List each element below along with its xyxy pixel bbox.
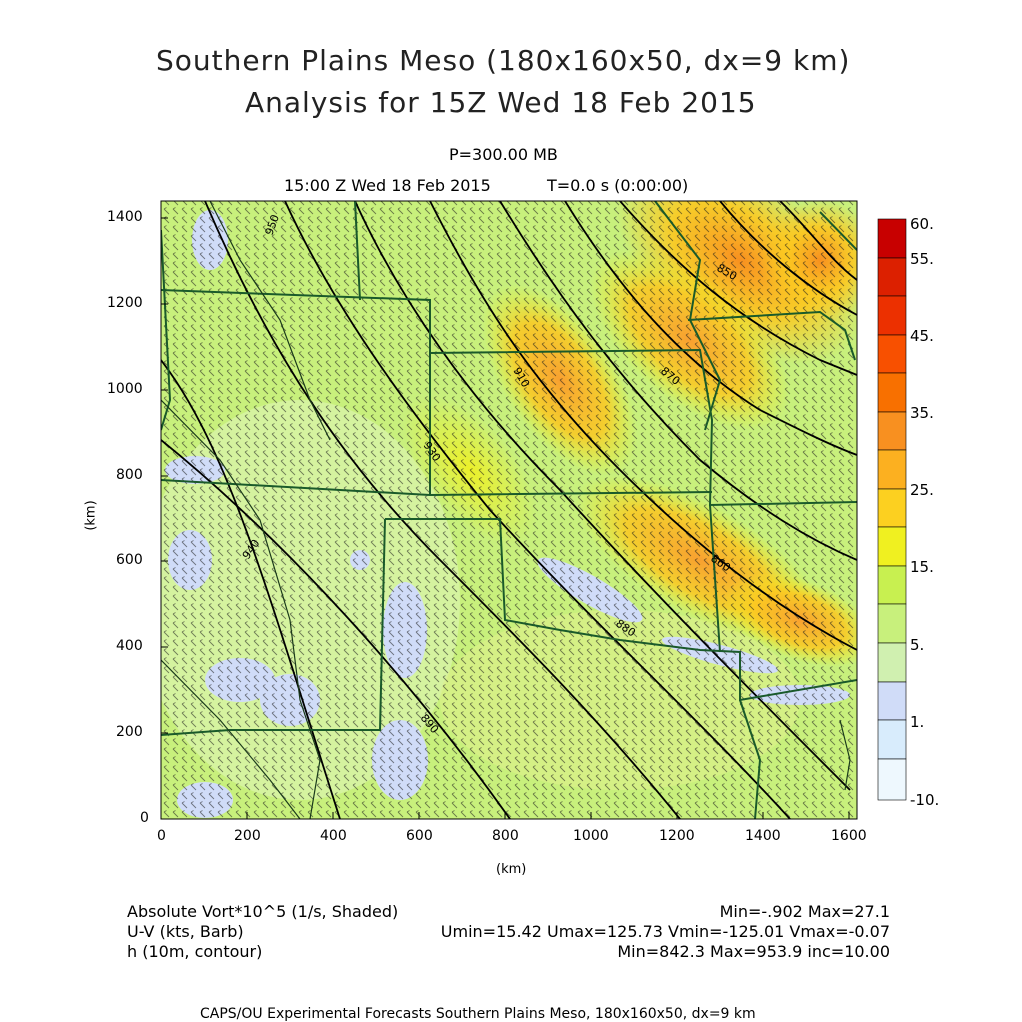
wind-barbs [161, 201, 857, 819]
field-stats-height: Min=842.3 Max=953.9 inc=10.00 [617, 942, 890, 961]
colorbar-label: 1. [910, 713, 925, 731]
x-tick-label: 400 [320, 828, 347, 844]
title-line-1: Southern Plains Meso (180x160x50, dx=9 k… [156, 44, 851, 77]
y-tick-label: 600 [116, 552, 143, 568]
y-tick-label: 200 [116, 724, 143, 740]
colorbar-label: 5. [910, 636, 925, 654]
x-tick-label: 0 [157, 828, 166, 844]
field-name-vorticity: Absolute Vort*10^5 (1/s, Shaded) [127, 902, 399, 921]
footer-credit: CAPS/OU Experimental Forecasts Southern … [200, 1006, 756, 1022]
x-tick-label: 600 [406, 828, 433, 844]
field-name-height: h (10m, contour) [127, 942, 263, 961]
colorbar-label: -10. [910, 791, 940, 809]
colorbar-label: 55. [910, 250, 934, 268]
x-tick-label: 200 [234, 828, 261, 844]
x-axis-label: (km) [496, 862, 527, 877]
colorbar [877, 218, 907, 801]
y-axis-label: (km) [83, 500, 99, 531]
y-tick-label: 400 [116, 638, 143, 654]
y-tick-label: 800 [116, 467, 143, 483]
pressure-level: P=300.00 MB [449, 145, 558, 164]
field-stats-vorticity: Min=-.902 Max=27.1 [719, 902, 890, 921]
state-borders [161, 201, 857, 819]
colorbar-label: 25. [910, 481, 934, 499]
y-tick-label: 0 [140, 810, 149, 826]
plot-frame [160, 200, 858, 820]
country-coast-lines [161, 201, 851, 819]
y-tick-label: 1200 [107, 295, 143, 311]
x-tick-label: 1000 [573, 828, 609, 844]
y-tick-label: 1400 [107, 209, 143, 225]
x-tick-label: 800 [492, 828, 519, 844]
x-tick-label: 1400 [745, 828, 781, 844]
valid-time: 15:00 Z Wed 18 Feb 2015 [284, 176, 491, 195]
title-line-2: Analysis for 15Z Wed 18 Feb 2015 [245, 86, 757, 119]
x-tick-label: 1600 [831, 828, 867, 844]
colorbar-label: 15. [910, 558, 934, 576]
x-tick-label: 1200 [659, 828, 695, 844]
y-tick-label: 1000 [107, 381, 143, 397]
colorbar-label: 60. [910, 215, 934, 233]
field-name-wind: U-V (kts, Barb) [127, 922, 244, 941]
colorbar-label: 35. [910, 404, 934, 422]
axis-ticks [160, 217, 850, 820]
colorbar-label: 45. [910, 327, 934, 345]
integration-time: T=0.0 s (0:00:00) [547, 176, 689, 195]
field-stats-wind: Umin=15.42 Umax=125.73 Vmin=-125.01 Vmax… [440, 922, 890, 941]
